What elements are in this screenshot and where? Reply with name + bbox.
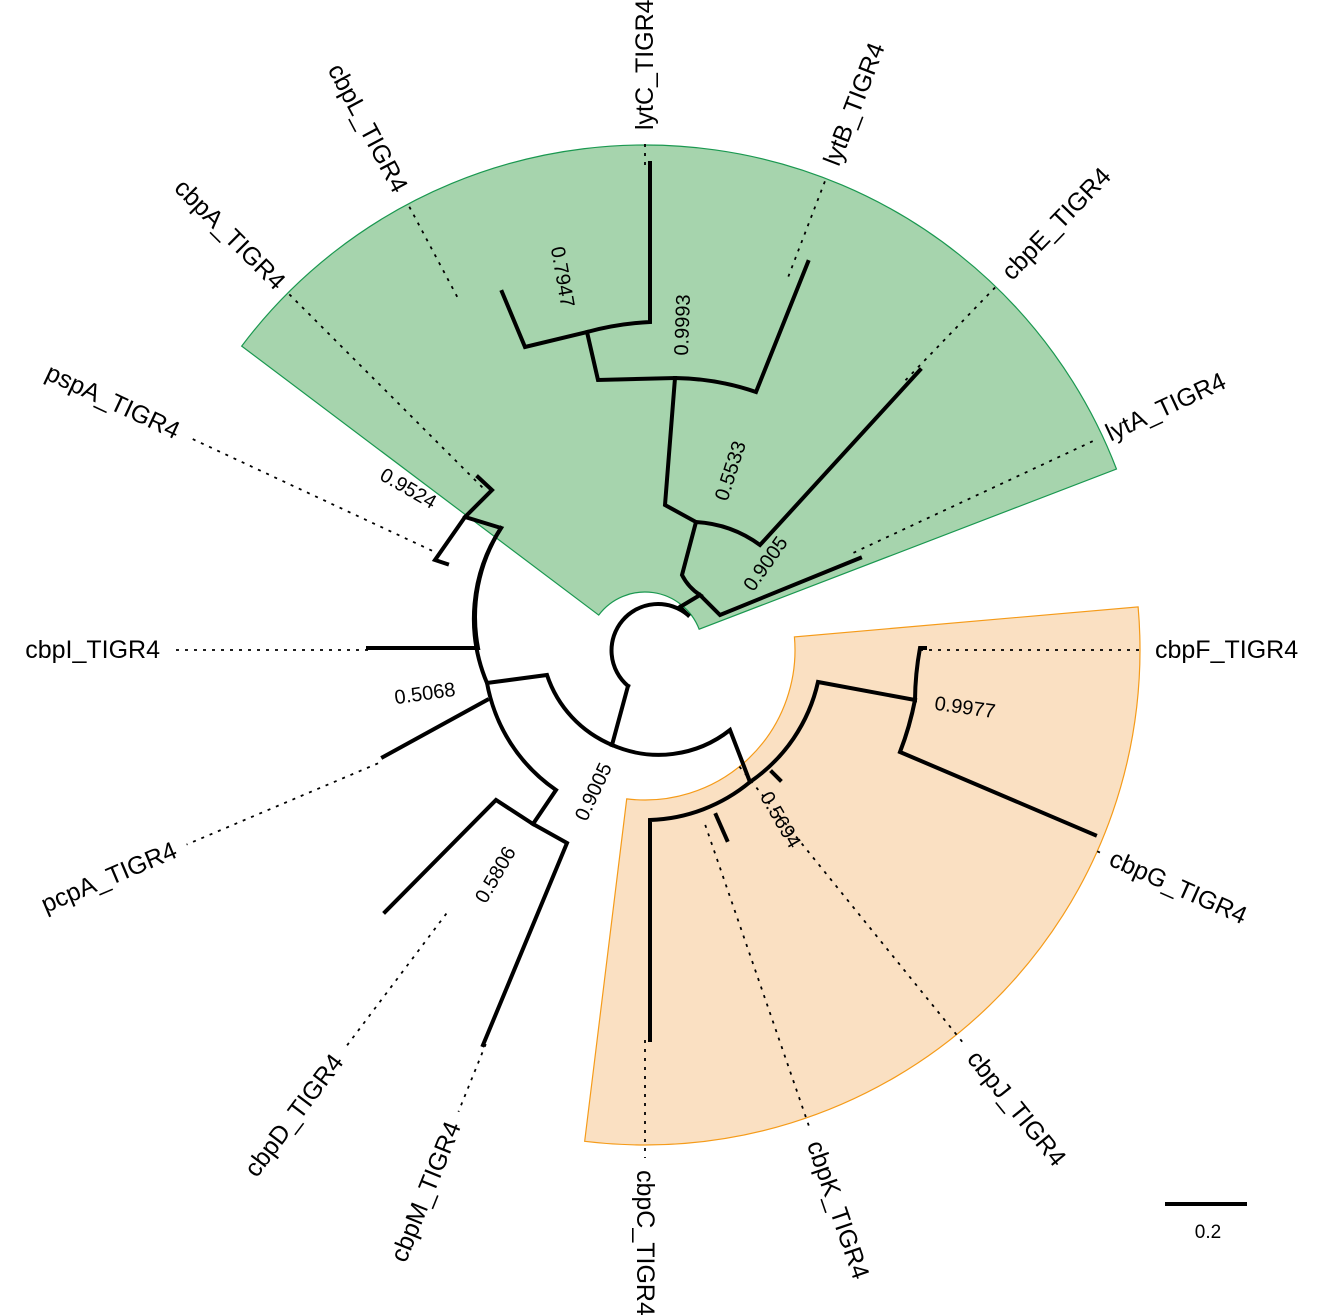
tip-label: cbpF_TIGR4 [1155, 636, 1298, 664]
tip-label: pspA_TIGR4 [41, 359, 184, 445]
tip-label: cbpD_TIGR4 [239, 1049, 349, 1182]
leaf-connector [738, 766, 966, 1046]
root-arc [609, 602, 691, 689]
scale-bar-label: 0.2 [1195, 1222, 1221, 1243]
tip-label: cbpK_TIGR4 [801, 1137, 875, 1283]
orange-clade [584, 606, 1141, 1146]
tip-label: cbpG_TIGR4 [1105, 845, 1251, 931]
tip-label: lytB_TIGR4 [818, 39, 890, 170]
leaf-connector [288, 293, 484, 489]
clade-highlights [240, 144, 1141, 1146]
tip-label: lytC_TIGR4 [631, 0, 659, 130]
leaf-connector [344, 913, 448, 1049]
leaf-connector [405, 201, 459, 298]
leaf-connector [787, 175, 828, 277]
tip-label: cbpL_TIGR4 [322, 59, 413, 197]
scale-bar: 0.2 [1165, 1202, 1247, 1243]
leaf-connector [904, 283, 999, 381]
green-clade [240, 144, 1118, 630]
tip-label: cbpI_TIGR4 [25, 636, 160, 664]
leaf-connector [1096, 850, 1101, 854]
tree-branches [366, 161, 1098, 1048]
bootstrap-value: 0.5806 [471, 843, 521, 907]
tip-label: lytA_TIGR4 [1101, 367, 1230, 447]
leaf-connector [457, 1043, 487, 1113]
tip-label: cbpA_TIGR4 [169, 174, 291, 296]
bootstrap-value: 0.9005 [571, 760, 617, 825]
leaf-connectors [172, 142, 1143, 1158]
leaf-connector [186, 762, 379, 846]
tip-label: cbpE_TIGR4 [996, 162, 1117, 285]
bootstrap-value: 0.5068 [393, 679, 457, 709]
tip-label: cbpM_TIGR4 [385, 1118, 467, 1266]
tip-label: pcpA_TIGR4 [37, 836, 181, 918]
tip-label: cbpJ_TIGR4 [961, 1045, 1071, 1172]
tip-label: cbpC_TIGR4 [631, 1170, 659, 1315]
bootstrap-value: 0.9993 [671, 294, 695, 356]
